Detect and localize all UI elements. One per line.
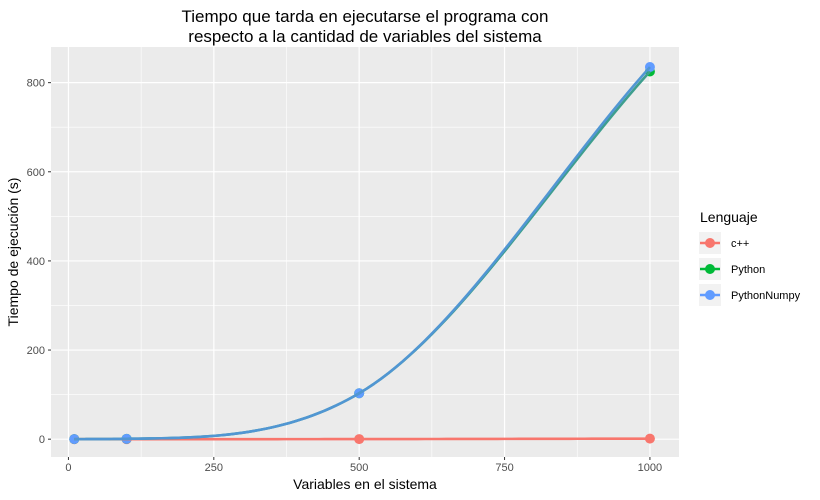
x-axis-title: Variables en el sistema <box>293 476 437 492</box>
y-axis-title: Tiempo de ejecución (s) <box>5 178 21 327</box>
y-tick-label: 200 <box>27 345 45 357</box>
legend-label: Python <box>731 264 765 276</box>
legend-label: c++ <box>731 238 749 250</box>
grid-minor <box>51 47 679 457</box>
x-axis: 0 250 500 750 1000 <box>65 457 662 474</box>
x-tick-label: 1000 <box>638 462 662 474</box>
series-line-pythonnumpy <box>74 66 651 441</box>
chart-title-line-2: respecto a la cantidad de variables del … <box>188 27 542 46</box>
legend-label: PythonNumpy <box>731 290 801 302</box>
series-layer <box>69 62 655 445</box>
chart-title-line-1: Tiempo que tarda en ejecutarse el progra… <box>182 7 549 26</box>
legend: Lenguaje c++ Python PythonNumpy <box>699 209 801 306</box>
y-tick-label: 0 <box>39 434 45 446</box>
legend-key-point <box>705 264 715 274</box>
plot-panel <box>51 47 679 457</box>
x-tick-label: 250 <box>205 462 223 474</box>
x-tick-label: 750 <box>495 462 513 474</box>
data-point-pythonnumpy <box>69 434 80 445</box>
x-tick-label: 0 <box>65 462 71 474</box>
y-axis: 0 200 400 600 800 <box>27 78 51 446</box>
legend-key-point <box>705 238 715 248</box>
y-tick-label: 600 <box>27 167 45 179</box>
y-tick-label: 800 <box>27 78 45 90</box>
legend-title: Lenguaje <box>700 209 758 225</box>
y-tick-label: 400 <box>27 256 45 268</box>
x-tick-label: 500 <box>350 462 368 474</box>
legend-key-point <box>705 290 715 300</box>
